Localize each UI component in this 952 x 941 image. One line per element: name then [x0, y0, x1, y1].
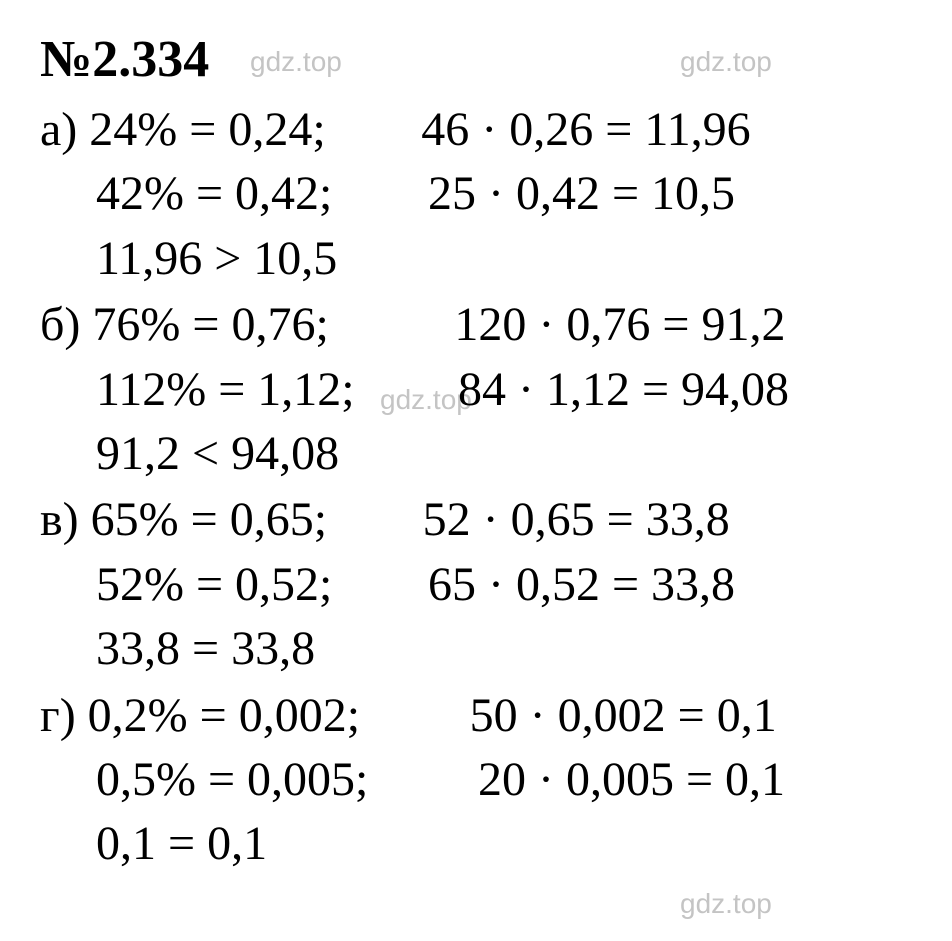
exercise-title: №2.334: [40, 30, 912, 89]
math-expr: 120 · 0,76 = 91,2: [454, 298, 785, 351]
section-label: б): [40, 294, 80, 356]
math-expr: 65% = 0,65;: [91, 489, 371, 551]
math-line: а) 24% = 0,24; 46 · 0,26 = 11,96: [40, 99, 912, 161]
math-expr: 0,2% = 0,002;: [88, 685, 458, 747]
section-a: а) 24% = 0,24; 46 · 0,26 = 11,96 42% = 0…: [40, 99, 912, 290]
math-expr: 20 · 0,005 = 0,1: [478, 753, 785, 806]
math-expr: 46 · 0,26 = 11,96: [381, 99, 750, 161]
math-expr: 24% = 0,24;: [89, 99, 369, 161]
math-line: 0,5% = 0,005; 20 · 0,005 = 0,1: [40, 749, 912, 811]
math-expr: 0,5% = 0,005;: [96, 749, 466, 811]
math-line: 112% = 1,12; 84 · 1,12 = 94,08: [40, 359, 912, 421]
math-expr: 52% = 0,52;: [96, 554, 376, 616]
math-expr: 42% = 0,42;: [96, 163, 376, 225]
math-line: 11,96 > 10,5: [40, 228, 912, 290]
math-line: 52% = 0,52; 65 · 0,52 = 33,8: [40, 554, 912, 616]
math-line: 91,2 < 94,08: [40, 423, 912, 485]
math-expr: 52 · 0,65 = 33,8: [383, 489, 730, 551]
math-expr: 91,2 < 94,08: [96, 427, 339, 480]
section-c: в) 65% = 0,65; 52 · 0,65 = 33,8 52% = 0,…: [40, 489, 912, 680]
math-expr: 50 · 0,002 = 0,1: [470, 689, 777, 742]
math-expr: 25 · 0,42 = 10,5: [388, 163, 735, 225]
math-expr: 84 · 1,12 = 94,08: [458, 363, 789, 416]
section-label: а): [40, 99, 77, 161]
section-b: б) 76% = 0,76; 120 · 0,76 = 91,2 112% = …: [40, 294, 912, 485]
section-d: г) 0,2% = 0,002; 50 · 0,002 = 0,1 0,5% =…: [40, 685, 912, 876]
section-label: в): [40, 489, 79, 551]
math-expr: 11,96 > 10,5: [96, 232, 337, 285]
math-expr: 0,1 = 0,1: [96, 817, 267, 870]
section-label: г): [40, 685, 76, 747]
math-expr: 112% = 1,12;: [96, 359, 446, 421]
math-expr: 33,8 = 33,8: [96, 622, 315, 675]
math-expr: 65 · 0,52 = 33,8: [388, 554, 735, 616]
title-prefix: №: [40, 31, 92, 88]
title-number: 2.334: [92, 31, 209, 88]
math-line: 0,1 = 0,1: [40, 813, 912, 875]
math-line: 42% = 0,42; 25 · 0,42 = 10,5: [40, 163, 912, 225]
math-line: 33,8 = 33,8: [40, 618, 912, 680]
watermark: gdz.top: [680, 888, 772, 920]
math-line: б) 76% = 0,76; 120 · 0,76 = 91,2: [40, 294, 912, 356]
math-line: в) 65% = 0,65; 52 · 0,65 = 33,8: [40, 489, 912, 551]
math-line: г) 0,2% = 0,002; 50 · 0,002 = 0,1: [40, 685, 912, 747]
math-expr: 76% = 0,76;: [92, 294, 442, 356]
